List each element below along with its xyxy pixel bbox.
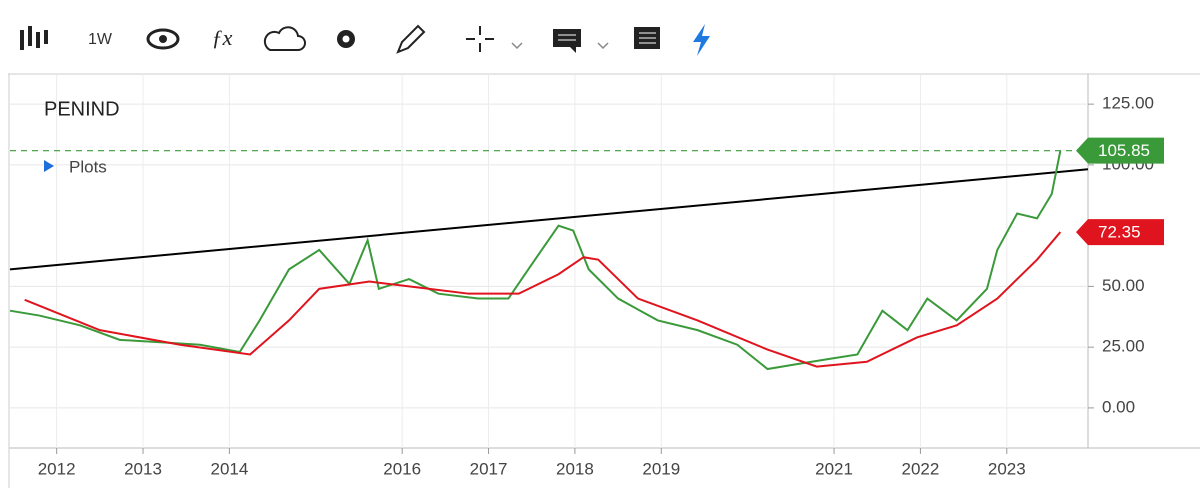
y-tick-label: 0.00 <box>1102 397 1135 416</box>
y-tick-label: 125.00 <box>1102 94 1154 113</box>
x-tick-label: 2023 <box>988 459 1026 478</box>
price-badge <box>1076 219 1164 246</box>
pencil-icon[interactable] <box>396 24 426 54</box>
x-tick-label: 2021 <box>815 459 853 478</box>
y-tick-label: 25.00 <box>1102 337 1145 356</box>
x-tick-label: 2018 <box>556 459 594 478</box>
x-tick-label: 2013 <box>124 459 162 478</box>
x-tick-label: 2019 <box>642 459 680 478</box>
crosshair-icon[interactable] <box>466 26 523 52</box>
x-tick-label: 2022 <box>902 459 940 478</box>
comment-icon[interactable] <box>553 29 609 53</box>
list-icon[interactable] <box>634 27 660 49</box>
interval[interactable]: 1W <box>88 31 113 48</box>
x-tick-label: 2017 <box>470 459 508 478</box>
plots-toggle[interactable]: Plots <box>69 157 107 176</box>
price-line <box>9 150 1062 371</box>
trendline <box>9 168 1089 271</box>
x-tick-label: 2016 <box>383 459 421 478</box>
y-tick-label: 50.00 <box>1102 276 1145 295</box>
moving-average-line <box>24 231 1062 368</box>
candles-icon[interactable] <box>20 26 48 50</box>
price-badge-label: 105.85 <box>1098 141 1150 160</box>
eye-icon[interactable] <box>146 28 180 50</box>
lightning-icon[interactable] <box>693 24 710 56</box>
fx-icon[interactable]: ƒx <box>212 25 233 50</box>
x-tick-label: 2014 <box>210 459 248 478</box>
price-badge <box>1076 137 1164 164</box>
chart-title: PENIND <box>44 98 120 120</box>
price-badge-label: 72.35 <box>1098 223 1141 242</box>
toolbar: 1W ƒx <box>20 24 710 56</box>
x-tick-label: 2012 <box>38 459 76 478</box>
plot <box>9 150 1089 371</box>
settings-icon[interactable] <box>337 30 355 48</box>
grid <box>10 74 1088 448</box>
plots-toggle-arrow[interactable] <box>44 160 54 172</box>
cloud-icon[interactable] <box>263 26 306 51</box>
